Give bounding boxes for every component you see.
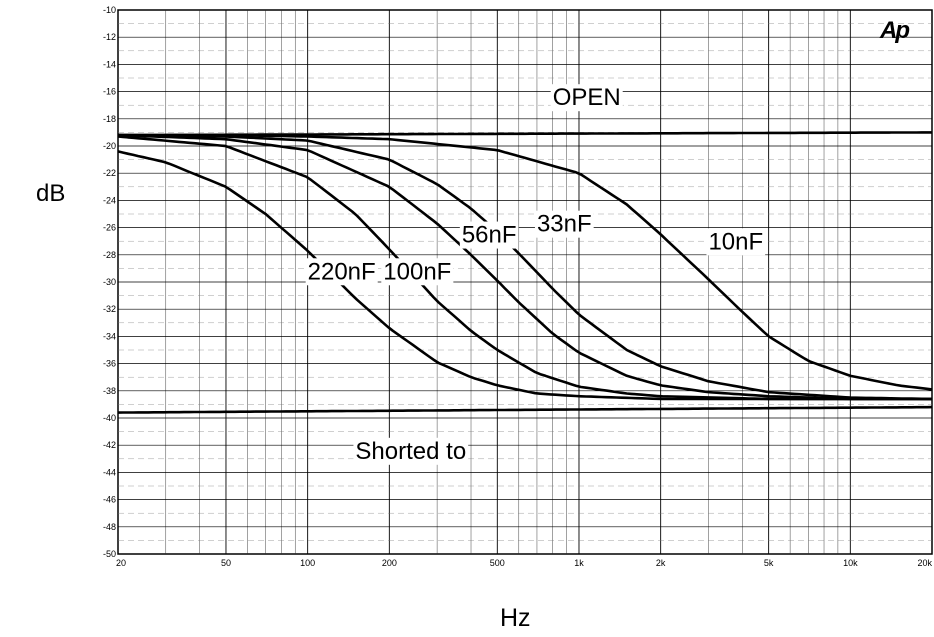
y-tick-label: -40 [103, 413, 116, 423]
series-label-open: OPEN [553, 84, 621, 111]
curve-shorted-to [117, 405, 933, 414]
series-label-background [353, 437, 469, 465]
y-tick-label: -20 [103, 141, 116, 151]
x-tick-label: 10k [843, 558, 858, 568]
y-tick-label: -30 [103, 277, 116, 287]
x-tick-label: 5k [764, 558, 774, 568]
y-tick-label: -16 [103, 87, 116, 97]
x-tick-label: 20k [917, 558, 932, 568]
y-tick-label: -10 [103, 5, 116, 15]
y-tick-label: -22 [103, 168, 116, 178]
y-tick-label: -18 [103, 114, 116, 124]
series-label-background [381, 258, 454, 286]
x-tick-label: 50 [221, 558, 231, 568]
series-label-background [305, 258, 378, 286]
y-tick-label: -48 [103, 522, 116, 532]
series-label-background [459, 221, 519, 249]
y-tick-label: -50 [103, 549, 116, 559]
series-labels: OPEN 10nF 33nF 56nF 100nF 220nF Shorted to [305, 84, 766, 465]
y-tick-label: -46 [103, 495, 116, 505]
x-tick-label: 20 [116, 558, 126, 568]
series-label-shorted-to: Shorted to [355, 438, 466, 465]
curve-56nf [117, 133, 932, 401]
x-tick-label: 1k [574, 558, 584, 568]
y-tick-label: -24 [103, 195, 116, 205]
series-label-background [534, 210, 594, 238]
ap-logo: Ap [880, 17, 910, 44]
x-tick-labels: 20 50 100 200 500 1k 2k 5k 10k 20k [116, 558, 932, 568]
series-label-220nf: 220nF [308, 258, 376, 285]
y-tick-label: -38 [103, 386, 116, 396]
curve-10nf [118, 133, 933, 391]
x-tick-label: 100 [300, 558, 315, 568]
y-tick-label: -36 [103, 359, 116, 369]
series-label-10nf: 10nF [708, 228, 763, 255]
y-tick-label: -12 [103, 32, 116, 42]
y-tick-labels: -10 -12 -14 -16 -18 -20 -22 -24 -26 -28 -30 -32 -34 -… [103, 5, 116, 559]
series-curves [117, 131, 933, 414]
x-tick-label: 2k [656, 558, 666, 568]
y-tick-label: -32 [103, 304, 116, 314]
y-tick-label: -42 [103, 440, 116, 450]
x-tick-label: 200 [382, 558, 397, 568]
y-tick-label: -34 [103, 331, 116, 341]
series-label-100nf: 100nF [383, 258, 451, 285]
y-tick-label: -26 [103, 223, 116, 233]
y-axis-label: dB [36, 180, 66, 207]
curve-220nf [117, 150, 932, 401]
grid [117, 9, 933, 555]
series-label-33nf: 33nF [537, 211, 592, 238]
y-tick-label: -44 [103, 467, 116, 477]
curve-33nf [117, 133, 933, 401]
series-label-background [550, 84, 623, 112]
x-axis-label: Hz [500, 604, 531, 632]
series-label-56nf: 56nF [462, 222, 517, 249]
y-tick-label: -28 [103, 250, 116, 260]
series-label-background [706, 228, 766, 256]
y-tick-label: -14 [103, 59, 116, 69]
x-tick-label: 500 [490, 558, 505, 568]
